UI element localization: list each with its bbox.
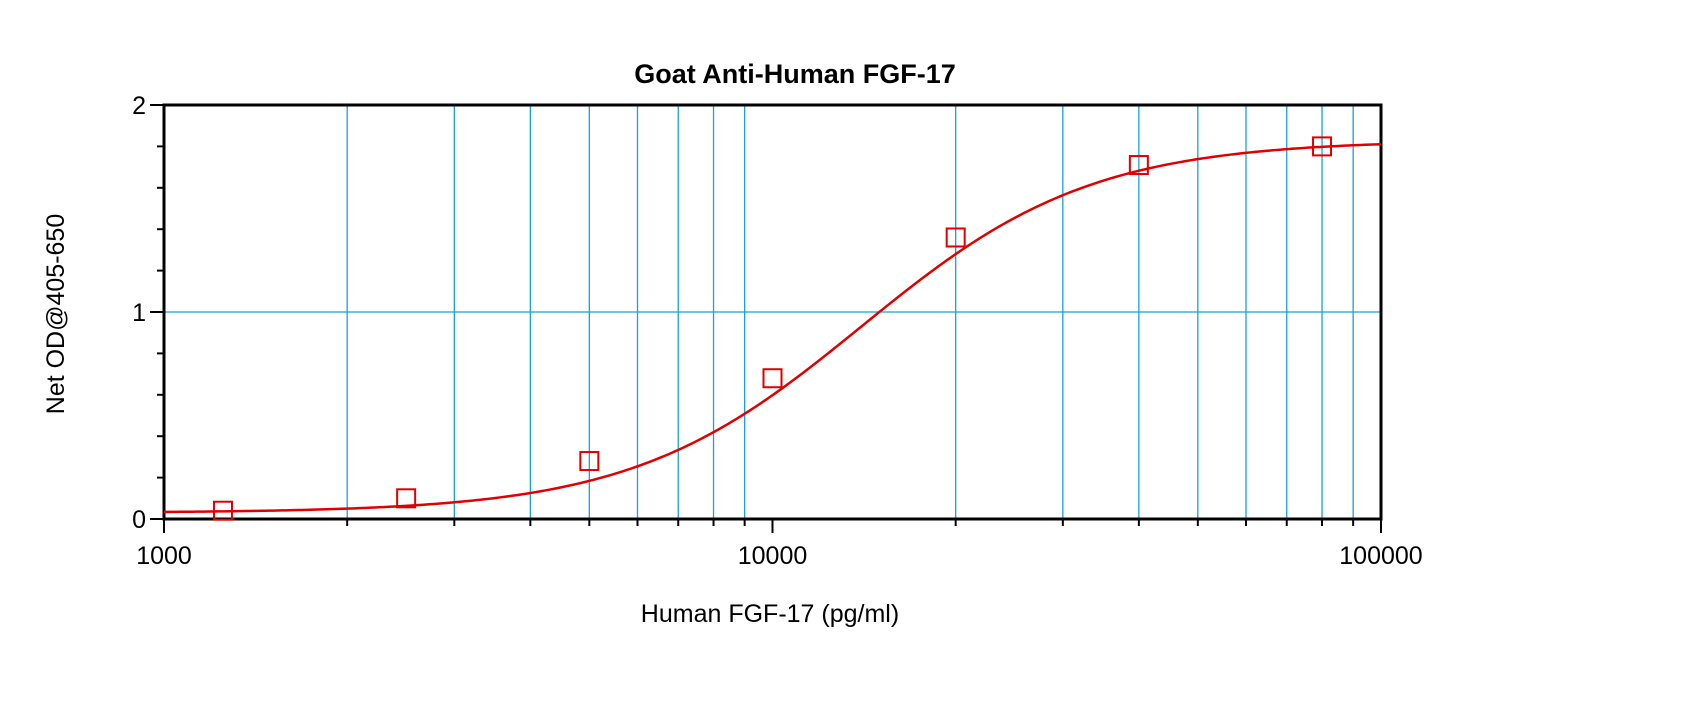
x-tick-label: 100000 bbox=[1339, 542, 1422, 570]
data-point bbox=[1312, 136, 1333, 157]
data-point bbox=[396, 488, 417, 509]
chart-title: Goat Anti-Human FGF-17 bbox=[634, 59, 956, 89]
x-axis-label: Human FGF-17 (pg/ml) bbox=[641, 600, 899, 628]
y-tick-label: 0 bbox=[132, 506, 146, 534]
y-tick-labels: 0 1 2 bbox=[132, 92, 146, 534]
x-tick-label: 1000 bbox=[136, 542, 192, 570]
data-point bbox=[1128, 155, 1149, 176]
plot-frame bbox=[162, 103, 1383, 521]
axis-ticks bbox=[150, 104, 1382, 533]
fit-curve bbox=[163, 142, 1382, 514]
data-point bbox=[212, 500, 233, 521]
x-tick-labels: 1000 10000 100000 bbox=[136, 542, 1423, 570]
data-point bbox=[579, 451, 600, 472]
data-point bbox=[762, 368, 783, 389]
grid-lines bbox=[164, 105, 1381, 519]
y-tick-label: 1 bbox=[132, 299, 146, 327]
data-points bbox=[212, 136, 1333, 521]
data-point bbox=[945, 227, 966, 248]
y-axis-label: Net OD@405-650 bbox=[42, 214, 70, 414]
x-tick-label: 10000 bbox=[738, 542, 808, 570]
y-tick-label: 2 bbox=[132, 92, 146, 120]
